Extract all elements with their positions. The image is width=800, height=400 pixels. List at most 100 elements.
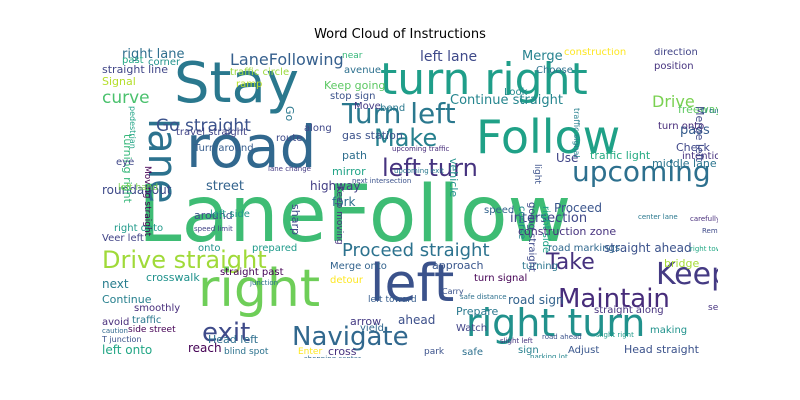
chart-title: Word Cloud of Instructions — [314, 27, 486, 42]
word-cloud-word: see — [708, 303, 718, 313]
word-cloud-word: U turn — [702, 107, 718, 115]
word-cloud-word: traffic signal — [572, 108, 581, 158]
word-cloud-word: safe — [462, 347, 484, 358]
word-cloud-word: Merge onto — [330, 261, 387, 272]
word-cloud-word: mirror — [332, 165, 366, 178]
word-cloud-word: traffic circle — [230, 67, 290, 78]
word-cloud-word: route — [276, 133, 303, 144]
word-cloud-word: Turn left — [342, 97, 456, 130]
word-cloud-word: corner — [148, 57, 181, 68]
word-cloud-word: road sign — [508, 293, 564, 307]
word-cloud-word: bridge — [664, 257, 700, 270]
word-cloud-word: shopping center — [304, 356, 361, 359]
word-cloud-word: Veer left — [102, 233, 144, 244]
word-cloud-word: straight past — [220, 267, 284, 278]
word-cloud-word: next — [102, 277, 129, 291]
word-cloud-word: traffic — [132, 315, 162, 326]
word-cloud-word: park — [424, 347, 445, 357]
word-cloud-word: onto — [198, 243, 221, 254]
word-cloud-word: speed limit — [194, 225, 233, 233]
word-cloud-word: turning — [522, 261, 558, 272]
word-cloud-word: carefully — [690, 215, 718, 223]
word-cloud-word: speed — [484, 205, 515, 216]
word-cloud-word: roundabout — [102, 183, 172, 197]
word-cloud-word: avenue — [344, 65, 382, 76]
word-cloud-word: left hand — [118, 183, 159, 193]
word-cloud-word: Moving straight — [142, 166, 152, 237]
word-cloud-word: Look — [504, 87, 528, 98]
word-cloud-word: reach — [188, 341, 222, 355]
word-cloud-word: smoothly — [134, 303, 181, 314]
word-cloud-word: left onto — [102, 343, 153, 357]
word-cloud-word: right lane — [122, 48, 185, 62]
word-cloud-word: road — [186, 113, 317, 181]
word-cloud-word: next intersection — [352, 177, 412, 185]
word-cloud-word: detour — [330, 275, 363, 286]
word-cloud-word: turn right — [380, 54, 588, 105]
word-cloud-word: avoid — [102, 317, 130, 328]
word-cloud-word: sign — [518, 345, 539, 356]
word-cloud-word: Follow — [476, 110, 621, 164]
word-cloud-word: turn signal — [474, 273, 528, 284]
word-cloud-word: Stay — [174, 51, 299, 116]
word-cloud-word: past — [122, 55, 144, 66]
word-cloud-word: Keep going — [324, 79, 386, 92]
word-cloud-word: left lane — [420, 49, 478, 65]
word-cloud-word: construction — [564, 48, 627, 58]
word-cloud-word: Go — [283, 106, 296, 122]
word-cloud-word: slight right — [596, 331, 634, 339]
word-cloud-word: Keep moving — [334, 186, 344, 245]
word-cloud-word: right — [198, 259, 321, 319]
word-cloud-word: construction zone — [518, 225, 617, 238]
word-cloud-word: Merge — [522, 49, 563, 64]
word-cloud-word: Keep — [656, 257, 718, 292]
word-cloud-word: road ahead — [542, 333, 582, 341]
word-cloud-word: right onto — [114, 223, 164, 234]
word-cloud-word: prepared — [252, 243, 298, 254]
word-cloud-word: Drive — [652, 92, 695, 111]
word-cloud-word: lane change — [268, 165, 311, 173]
word-cloud-word: LaneFollowing — [230, 50, 344, 69]
word-cloud-word: LaneFollow — [138, 170, 572, 260]
word-cloud-word: intersection — [510, 211, 588, 226]
word-cloud-word: left side — [210, 209, 250, 220]
word-cloud-word: highway — [310, 179, 361, 193]
word-cloud-word: position — [654, 61, 694, 72]
word-cloud-word: arrow — [350, 315, 382, 328]
word-cloud-word: vehicle — [447, 158, 460, 198]
word-cloud-word: Head straight — [624, 343, 699, 356]
word-cloud-word: fork — [332, 195, 356, 209]
word-cloud-word: turn onto — [658, 121, 705, 132]
word-cloud-word: yield — [360, 323, 384, 334]
word-cloud-word: crosswalk — [146, 271, 200, 284]
word-cloud-word: travel straight — [176, 127, 247, 138]
word-cloud-word: upcoming traffic — [392, 145, 450, 153]
word-cloud-word: upcoming exit — [394, 167, 444, 175]
word-cloud-word: along — [304, 123, 332, 134]
word-cloud-word: path — [342, 149, 368, 162]
word-cloud-word: right toward — [690, 245, 718, 253]
word-cloud-word: ramp — [236, 79, 263, 90]
word-cloud-word: Watch — [456, 323, 488, 334]
word-cloud-word: Take — [546, 250, 595, 275]
word-cloud-word: slight left — [500, 337, 533, 345]
word-cloud-word: street — [206, 179, 245, 194]
word-cloud-word: Prepare — [456, 305, 499, 318]
word-cloud-word: eye — [116, 157, 135, 168]
word-cloud-word: pedestrian — [128, 106, 137, 149]
word-cloud-word: left toward — [368, 295, 417, 305]
word-cloud-word: safe distance — [460, 293, 507, 301]
word-cloud-word: traffic light — [590, 149, 651, 162]
word-cloud-word: Proceed — [554, 201, 603, 215]
word-cloud-word: straight line — [102, 63, 168, 76]
word-cloud-word: approach — [432, 259, 484, 272]
word-cloud-word: intention — [682, 151, 718, 162]
word-cloud-word: Use — [556, 151, 579, 165]
word-cloud-word: side street — [128, 325, 176, 335]
word-cloud-word: T junction — [102, 335, 142, 344]
word-cloud-word: right turn — [466, 301, 646, 345]
word-cloud-word: near — [342, 51, 363, 61]
word-cloud-word: freeway — [678, 103, 718, 116]
word-cloud-word: Move — [354, 101, 381, 112]
